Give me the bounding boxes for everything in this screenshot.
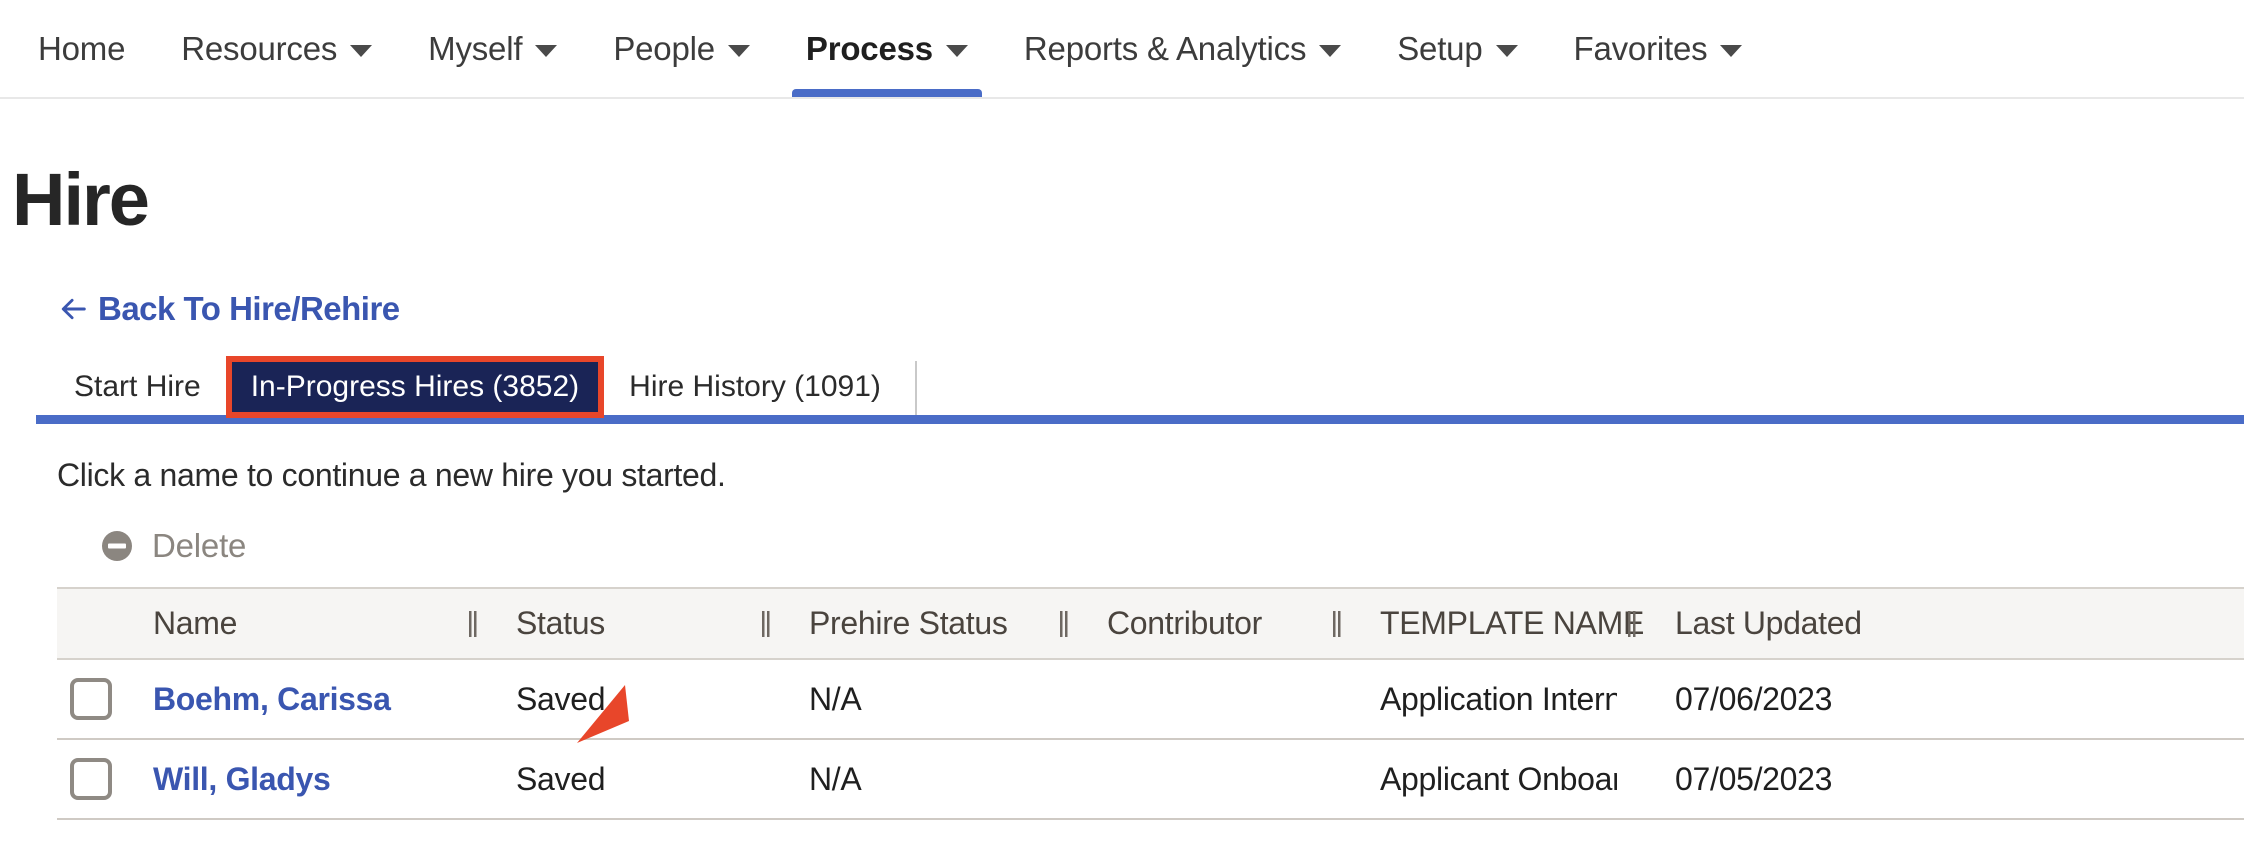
nav-item-people[interactable]: People	[585, 0, 778, 97]
cell-status: Saved	[516, 760, 606, 797]
nav-item-myself[interactable]: Myself	[400, 0, 585, 97]
cell-spacer	[1049, 740, 1079, 818]
cell-template-name: Application Internat...	[1380, 680, 1617, 717]
cell-spacer	[1617, 660, 1647, 738]
back-to-hire-rehire-link[interactable]: Back To Hire/Rehire	[58, 290, 400, 328]
tab-label: In-Progress Hires (3852)	[250, 370, 580, 403]
tab-bar: Start Hire In-Progress Hires (3852) Hire…	[0, 356, 2244, 743]
active-nav-underline	[791, 89, 982, 97]
column-resize-handle[interactable]	[1049, 589, 1079, 658]
top-navigation-bar: Home Resources Myself People Process Rep…	[0, 0, 2244, 99]
in-progress-hires-table: Name Status Prehire Status Contributor T…	[57, 587, 2244, 820]
cell-contributor	[1079, 740, 1322, 818]
nav-item-label: Favorites	[1573, 29, 1708, 67]
cell-spacer	[751, 660, 781, 738]
nav-item-label: Reports & Analytics	[1023, 29, 1307, 67]
cell-status: Saved	[516, 680, 606, 717]
column-header-last-updated[interactable]: Last Updated	[1675, 605, 1862, 641]
column-resize-handle[interactable]	[458, 589, 488, 658]
column-header-name[interactable]: Name	[153, 605, 238, 641]
select-all-header	[57, 589, 125, 658]
cell-spacer	[1322, 740, 1352, 818]
nav-item-setup[interactable]: Setup	[1369, 0, 1545, 97]
cell-prehire-status: N/A	[809, 680, 862, 717]
column-resize-handle[interactable]	[1322, 589, 1352, 658]
row-checkbox[interactable]	[70, 678, 112, 720]
chevron-down-icon	[727, 44, 750, 57]
nav-item-resources[interactable]: Resources	[153, 0, 400, 97]
tab-label: Start Hire	[74, 370, 201, 403]
nav-item-label: Resources	[181, 29, 338, 67]
cell-spacer	[1617, 740, 1647, 818]
delete-button[interactable]: Delete	[100, 527, 246, 565]
row-select-cell	[57, 740, 125, 818]
column-header-template-name[interactable]: TEMPLATE NAME	[1380, 605, 1644, 641]
chevron-down-icon	[1720, 44, 1743, 57]
chevron-down-icon	[1495, 44, 1518, 57]
tab-hire-history[interactable]: Hire History (1091)	[611, 359, 899, 415]
row-select-cell	[57, 660, 125, 738]
arrow-left-icon	[61, 298, 86, 320]
column-header-status[interactable]: Status	[516, 605, 605, 641]
column-resize-handle[interactable]	[751, 589, 781, 658]
nav-item-label: Home	[38, 29, 126, 67]
row-checkbox[interactable]	[70, 758, 112, 800]
nav-item-home[interactable]: Home	[10, 0, 153, 97]
nav-item-process[interactable]: Process	[778, 0, 996, 97]
nav-item-label: Myself	[428, 29, 523, 67]
tab-bar-underline	[36, 415, 2244, 424]
chevron-down-icon	[1319, 44, 1342, 57]
cell-spacer	[1049, 660, 1079, 738]
minus-circle-icon	[102, 531, 132, 561]
back-link-label: Back To Hire/Rehire	[98, 290, 400, 327]
tab-start-hire[interactable]: Start Hire	[56, 359, 219, 415]
table-header-row: Name Status Prehire Status Contributor T…	[57, 587, 2244, 660]
column-header-contributor[interactable]: Contributor	[1107, 605, 1262, 641]
cell-last-updated: 07/06/2023	[1675, 680, 1833, 717]
column-header-prehire-status[interactable]: Prehire Status	[809, 605, 1008, 641]
nav-item-reports-and-analytics[interactable]: Reports & Analytics	[996, 0, 1369, 97]
page-title: Hire	[12, 158, 150, 241]
delete-button-label: Delete	[152, 527, 247, 564]
nav-item-label: Setup	[1397, 29, 1483, 67]
instruction-text: Click a name to continue a new hire you …	[57, 457, 726, 493]
table-row[interactable]: Will, Gladys Saved N/A Applicant Onboard…	[57, 740, 2244, 820]
cell-template-name: Applicant Onboard ...	[1380, 760, 1617, 797]
cell-spacer	[751, 740, 781, 818]
cell-contributor	[1079, 660, 1322, 738]
nav-item-label: Process	[805, 29, 933, 67]
cell-last-updated: 07/05/2023	[1675, 760, 1833, 797]
cell-name[interactable]: Will, Gladys	[153, 760, 331, 797]
table-row[interactable]: Boehm, Carissa Saved N/A Application Int…	[57, 660, 2244, 740]
nav-item-label: People	[613, 29, 715, 67]
chevron-down-icon	[350, 44, 373, 57]
column-resize-handle[interactable]	[1617, 589, 1647, 658]
cell-spacer	[458, 740, 488, 818]
tab-separator	[914, 361, 917, 415]
cell-prehire-status: N/A	[809, 760, 862, 797]
tab-label: Hire History (1091)	[629, 370, 881, 403]
chevron-down-icon	[945, 44, 968, 57]
cell-spacer	[1322, 660, 1352, 738]
nav-item-favorites[interactable]: Favorites	[1546, 0, 1771, 97]
cell-name[interactable]: Boehm, Carissa	[153, 680, 391, 717]
cell-spacer	[458, 660, 488, 738]
tab-in-progress-hires[interactable]: In-Progress Hires (3852)	[225, 356, 605, 418]
page-content: Hire Back To Hire/Rehire Start Hire In-P…	[0, 157, 2244, 820]
chevron-down-icon	[535, 44, 558, 57]
